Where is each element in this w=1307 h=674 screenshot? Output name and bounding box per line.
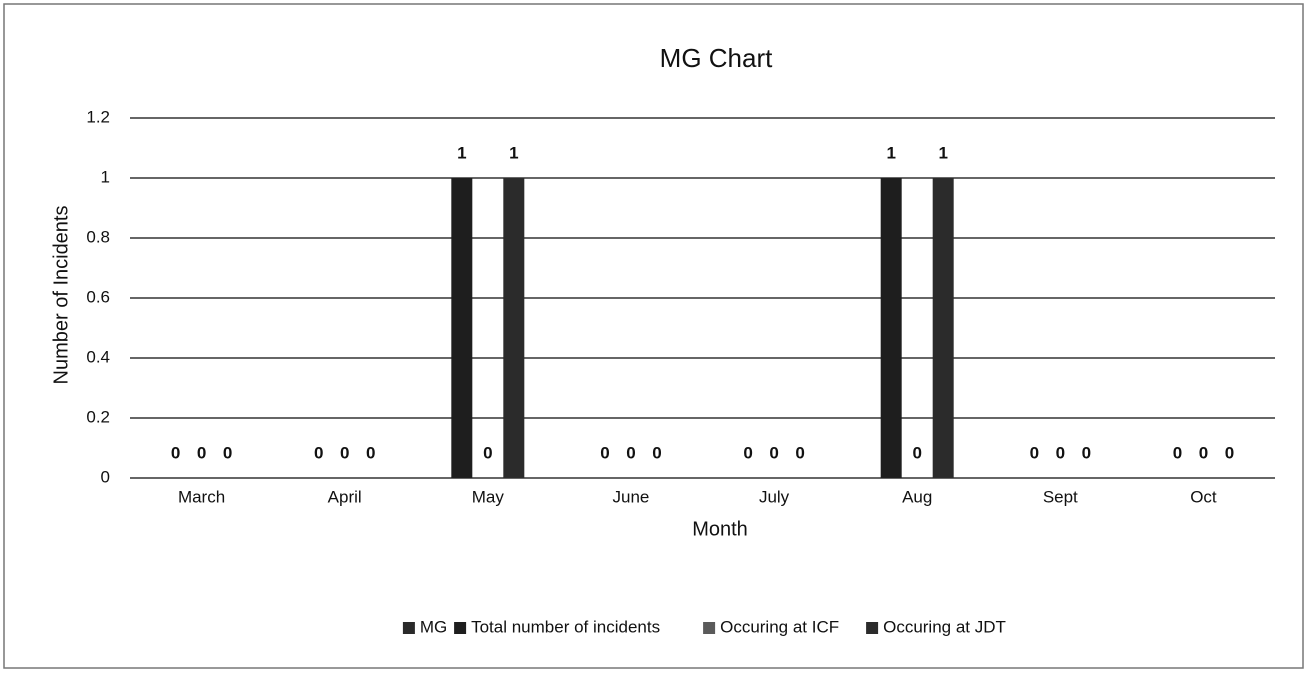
bar: [880, 178, 902, 478]
legend-label: Occuring at ICF: [720, 617, 839, 636]
data-label: 1: [509, 143, 518, 162]
data-label: 1: [938, 143, 947, 162]
legend-swatch: [402, 622, 415, 634]
data-label: 0: [483, 443, 492, 462]
data-label: 1: [886, 143, 895, 162]
data-label: 0: [743, 443, 752, 462]
legend-label: MG: [420, 617, 447, 636]
legend-swatch: [454, 622, 467, 634]
data-label: 0: [626, 443, 635, 462]
x-tick-label: Aug: [902, 487, 932, 506]
chart-frame: [3, 3, 1304, 669]
bar: [451, 178, 473, 478]
data-label: 1: [457, 143, 466, 162]
data-label: 0: [366, 443, 375, 462]
data-label: 0: [1199, 443, 1208, 462]
y-tick-label: 0: [101, 467, 110, 486]
legend-label: Occuring at JDT: [883, 617, 1006, 636]
bar: [932, 178, 954, 478]
data-label: 0: [197, 443, 206, 462]
data-label: 0: [769, 443, 778, 462]
data-label: 0: [1225, 443, 1234, 462]
data-label: 0: [340, 443, 349, 462]
x-tick-label: Sept: [1043, 487, 1078, 506]
y-axis-label: Number of Incidents: [50, 206, 72, 385]
x-tick-label: Oct: [1190, 487, 1217, 506]
y-tick-label: 0.2: [86, 407, 110, 426]
y-tick-label: 0.6: [86, 287, 110, 306]
chart-title: MG Chart: [660, 43, 773, 73]
x-tick-label: July: [759, 487, 790, 506]
bar: [503, 178, 525, 478]
x-tick-label: May: [472, 487, 505, 506]
data-label: 0: [314, 443, 323, 462]
x-axis-label: Month: [692, 518, 748, 540]
y-tick-label: 0.4: [86, 347, 110, 366]
legend-label: Total number of incidents: [471, 617, 660, 636]
y-tick-label: 1.2: [86, 107, 110, 126]
data-label: 0: [600, 443, 609, 462]
data-label: 0: [652, 443, 661, 462]
data-label: 0: [1056, 443, 1065, 462]
data-label: 0: [171, 443, 180, 462]
data-label: 0: [795, 443, 804, 462]
data-label: 0: [912, 443, 921, 462]
data-label: 0: [223, 443, 232, 462]
data-label: 0: [1082, 443, 1091, 462]
data-label: 0: [1030, 443, 1039, 462]
x-tick-label: April: [328, 487, 362, 506]
x-tick-label: March: [178, 487, 225, 506]
y-tick-label: 0.8: [86, 227, 110, 246]
legend-swatch: [703, 622, 716, 634]
x-tick-label: June: [613, 487, 650, 506]
data-label: 0: [1173, 443, 1182, 462]
legend-swatch: [866, 622, 879, 634]
y-tick-label: 1: [101, 167, 110, 186]
